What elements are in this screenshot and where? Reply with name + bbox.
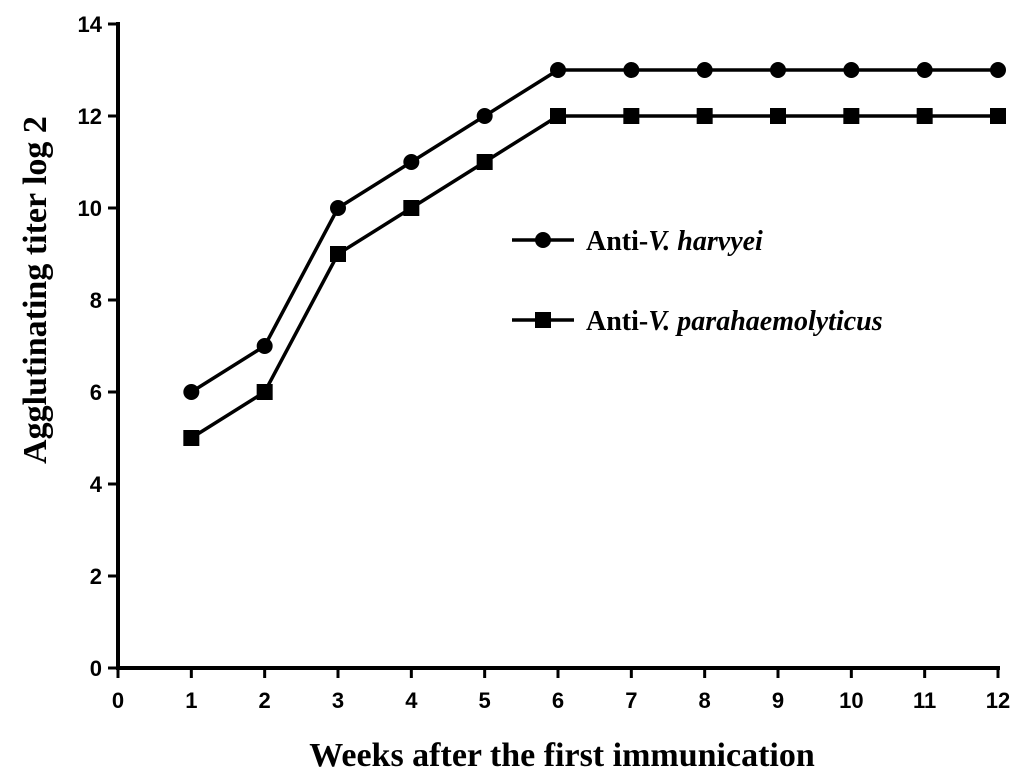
data-point: [476, 108, 493, 124]
legend-item-1: Anti-V. harvyei: [512, 226, 763, 257]
legend-label-prefix: Anti-: [586, 306, 648, 337]
y-tick-label: 4: [90, 472, 103, 497]
y-tick-label: 0: [90, 656, 102, 681]
data-point: [476, 154, 493, 170]
legend-marker: [535, 232, 551, 248]
x-tick-label: 0: [112, 688, 124, 713]
y-tick-label: 6: [90, 380, 102, 405]
y-tick-label: 2: [90, 564, 102, 589]
data-point: [403, 200, 420, 216]
data-point: [843, 108, 860, 124]
legend-item-2: Anti-V. parahaemolyticus: [512, 306, 883, 337]
series-1: [183, 62, 1006, 400]
data-point: [183, 430, 200, 446]
data-point: [916, 62, 933, 78]
series-layer: [183, 62, 1006, 446]
x-tick-label: 12: [986, 688, 1010, 713]
x-tick-label: 3: [332, 688, 344, 713]
x-tick-label: 2: [259, 688, 271, 713]
data-point: [990, 62, 1006, 78]
y-axis-title: Agglutinating titer log 2: [17, 116, 54, 464]
y-tick-label: 14: [78, 12, 103, 37]
x-tick-label: 5: [479, 688, 491, 713]
data-point: [843, 62, 860, 78]
data-point: [770, 108, 786, 124]
legend-label: Anti-V. harvyei: [586, 226, 763, 257]
y-tick-label: 10: [78, 196, 102, 221]
data-point: [550, 62, 566, 78]
x-tick-label: 10: [839, 688, 863, 713]
data-point: [256, 338, 273, 354]
data-point: [256, 384, 273, 400]
legend-label-prefix: Anti-: [586, 226, 648, 257]
series-2: [183, 108, 1006, 446]
x-tick-label: 1: [185, 688, 197, 713]
data-point: [696, 108, 713, 124]
data-point: [990, 108, 1006, 124]
x-tick-label: 9: [772, 688, 784, 713]
data-point: [403, 154, 420, 170]
data-point: [330, 200, 346, 216]
legend-marker: [535, 312, 551, 328]
series-line: [190, 68, 998, 394]
data-point: [550, 108, 566, 124]
x-tick-label: 4: [405, 688, 418, 713]
data-point: [330, 246, 346, 262]
data-point: [623, 108, 640, 124]
data-point: [623, 62, 640, 78]
x-tick-label: 8: [699, 688, 711, 713]
legend-label-species: V. harvyei: [648, 226, 763, 257]
series-line: [190, 114, 998, 440]
legend-label: Anti-V. parahaemolyticus: [586, 306, 883, 337]
x-axis-title: Weeks after the first immunication: [309, 737, 815, 774]
x-tick-label: 11: [913, 688, 936, 713]
y-tick-label: 8: [90, 288, 102, 313]
data-point: [916, 108, 933, 124]
data-point: [770, 62, 786, 78]
legend-label-species: V. parahaemolyticus: [648, 306, 883, 337]
x-tick-label: 7: [625, 688, 637, 713]
data-point: [183, 384, 200, 400]
data-point: [696, 62, 713, 78]
y-tick-label: 12: [78, 104, 102, 129]
x-tick-label: 6: [552, 688, 564, 713]
